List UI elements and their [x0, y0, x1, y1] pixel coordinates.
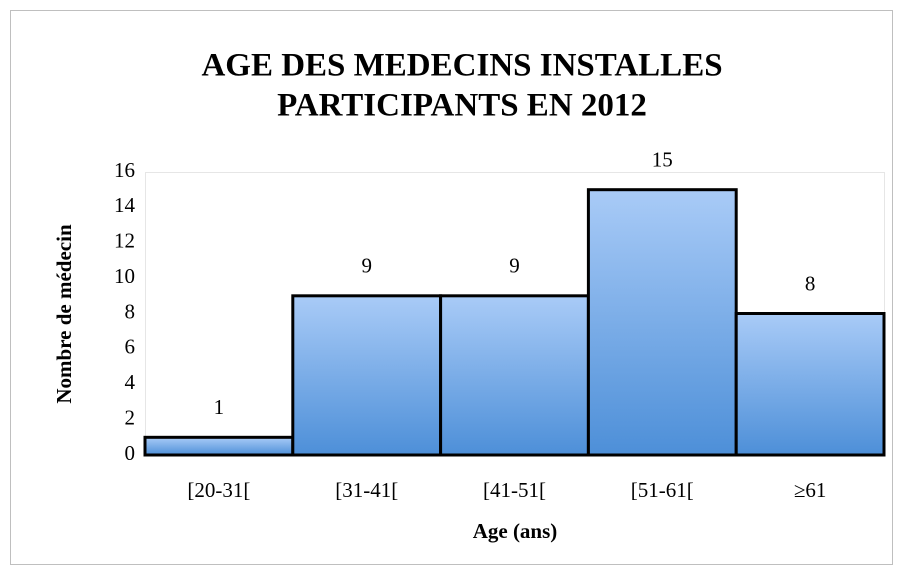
chart-title: AGE DES MEDECINS INSTALLES: [201, 48, 722, 84]
y-tick-label: 14: [114, 193, 136, 217]
chart-border: [10, 10, 893, 565]
y-tick-label: 10: [114, 264, 135, 288]
y-tick-label: 4: [125, 370, 136, 394]
x-tick-label: [51-61[: [631, 478, 694, 502]
y-tick-label: 8: [125, 299, 136, 323]
y-tick-label: 0: [125, 441, 136, 465]
y-tick-label: 16: [114, 158, 135, 182]
bar: [734, 312, 886, 457]
y-tick-label: 12: [114, 229, 135, 253]
x-tick-label: [20-31[: [187, 478, 250, 502]
bar: [143, 435, 295, 457]
x-tick-label: [31-41[: [335, 478, 398, 502]
data-label: 9: [509, 254, 520, 278]
y-tick-label: 6: [125, 335, 136, 359]
bar: [291, 294, 443, 457]
data-label: 1: [214, 395, 225, 419]
y-axis-title: Nombre de médecin: [52, 224, 76, 404]
x-axis-title: Age (ans): [473, 519, 558, 543]
bar: [439, 294, 590, 457]
y-tick-label: 2: [125, 405, 136, 429]
data-label: 8: [805, 271, 816, 295]
chart-title: PARTICIPANTS EN 2012: [277, 88, 647, 124]
data-label: 9: [361, 254, 372, 278]
data-label: 15: [652, 148, 673, 172]
x-tick-label: [41-51[: [483, 478, 546, 502]
x-tick-label: ≥61: [794, 478, 827, 502]
bar: [586, 188, 738, 457]
